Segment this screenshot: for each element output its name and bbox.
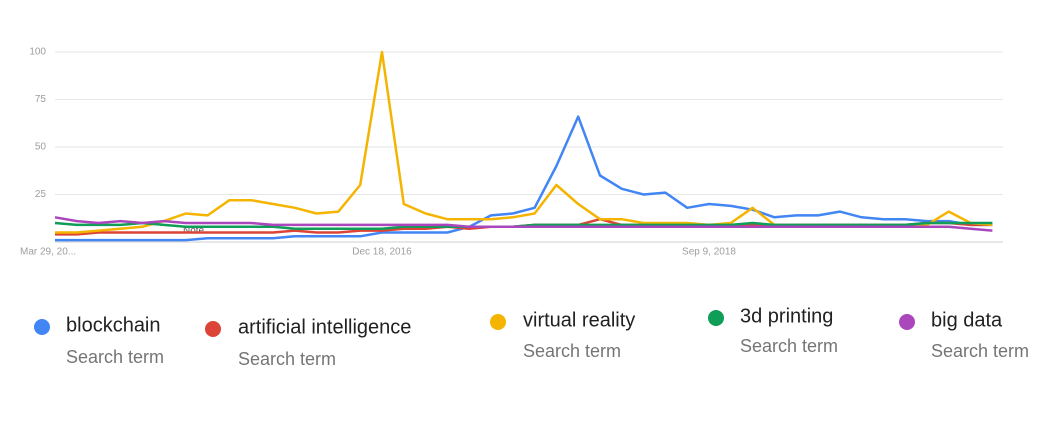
legend-marker bbox=[708, 310, 724, 326]
legend-label: artificial intelligence bbox=[238, 316, 411, 338]
y-tick-label: 100 bbox=[29, 47, 46, 58]
x-tick-label: Sep 9, 2018 bbox=[682, 247, 736, 258]
annotation: Note bbox=[183, 226, 205, 237]
x-tick-label: Mar 29, 20... bbox=[20, 247, 76, 258]
legend-marker bbox=[899, 314, 915, 330]
legend-marker bbox=[490, 314, 506, 330]
legend-subtitle: Search term bbox=[66, 347, 164, 367]
legend-label: 3d printing bbox=[740, 305, 833, 327]
series-line bbox=[54, 216, 993, 232]
y-tick-label: 25 bbox=[35, 189, 47, 200]
legend-label: virtual reality bbox=[523, 309, 635, 331]
y-tick-label: 75 bbox=[35, 94, 47, 105]
x-tick-label: Dec 18, 2016 bbox=[352, 247, 412, 258]
series-line bbox=[55, 50, 993, 234]
legend-subtitle: Search term bbox=[523, 341, 621, 361]
legend-label: big data bbox=[931, 309, 1003, 331]
legend-subtitle: Search term bbox=[931, 341, 1029, 361]
legend-subtitle: Search term bbox=[740, 336, 838, 356]
legend-marker bbox=[34, 319, 50, 335]
legend-subtitle: Search term bbox=[238, 349, 336, 369]
series-line bbox=[55, 115, 993, 242]
legend-marker bbox=[205, 321, 221, 337]
y-tick-label: 50 bbox=[35, 142, 47, 153]
legend-label: blockchain bbox=[66, 314, 161, 336]
